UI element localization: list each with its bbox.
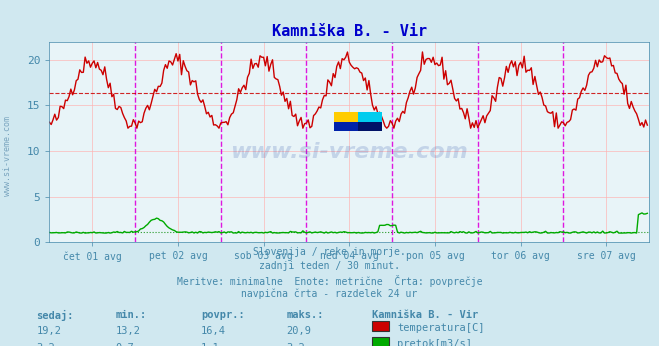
Bar <box>358 112 382 122</box>
Text: Kamniška B. - Vir: Kamniška B. - Vir <box>372 310 478 320</box>
Text: 16,4: 16,4 <box>201 326 226 336</box>
Text: 3,2: 3,2 <box>36 343 55 346</box>
Text: 0,7: 0,7 <box>115 343 134 346</box>
Text: temperatura[C]: temperatura[C] <box>397 323 485 333</box>
Text: 1,1: 1,1 <box>201 343 219 346</box>
Text: 13,2: 13,2 <box>115 326 140 336</box>
Text: pretok[m3/s]: pretok[m3/s] <box>397 339 473 346</box>
Text: www.si-vreme.com: www.si-vreme.com <box>231 142 468 162</box>
Text: 20,9: 20,9 <box>287 326 312 336</box>
Text: povpr.:: povpr.: <box>201 310 244 320</box>
Text: Slovenija / reke in morje.: Slovenija / reke in morje. <box>253 247 406 257</box>
Text: min.:: min.: <box>115 310 146 320</box>
Bar <box>372 337 389 346</box>
Title: Kamniška B. - Vir: Kamniška B. - Vir <box>272 24 427 39</box>
Bar <box>372 321 389 331</box>
Bar <box>334 112 358 122</box>
Text: www.si-vreme.com: www.si-vreme.com <box>3 116 13 196</box>
Text: maks.:: maks.: <box>287 310 324 320</box>
Text: navpična črta - razdelek 24 ur: navpična črta - razdelek 24 ur <box>241 289 418 299</box>
Text: Meritve: minimalne  Enote: metrične  Črta: povprečje: Meritve: minimalne Enote: metrične Črta:… <box>177 275 482 287</box>
Bar <box>334 122 358 131</box>
Bar <box>358 122 382 131</box>
Text: sedaj:: sedaj: <box>36 310 74 321</box>
Text: zadnji teden / 30 minut.: zadnji teden / 30 minut. <box>259 261 400 271</box>
Text: 19,2: 19,2 <box>36 326 61 336</box>
Text: 3,2: 3,2 <box>287 343 305 346</box>
